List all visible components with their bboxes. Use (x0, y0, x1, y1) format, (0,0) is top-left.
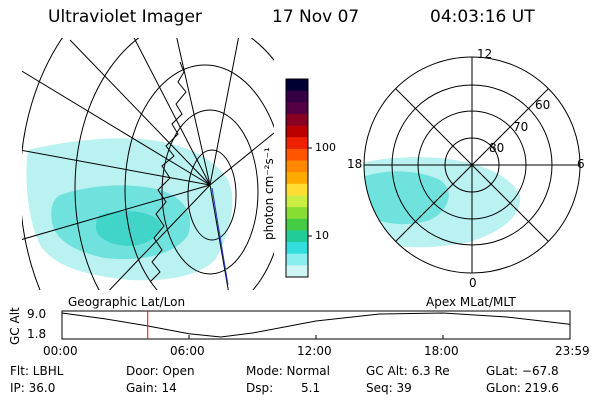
colorbar-segment (286, 230, 308, 243)
colorbar-segment (286, 265, 308, 278)
altitude-x-ticks (61, 335, 571, 339)
colorbar-segment (286, 79, 308, 92)
colorbar-unit-label: photon cm⁻²s⁻¹ (262, 147, 276, 240)
right-map-caption: Apex MLat/MLT (426, 295, 516, 309)
polar-mlat-60: 60 (535, 98, 551, 112)
altitude-xtick-1800: 18:00 (424, 344, 459, 358)
polar-grid (363, 56, 581, 274)
info-glat: GLat: −67.8 (486, 364, 559, 378)
colorbar-segment (286, 102, 308, 115)
altitude-plot (61, 310, 571, 340)
polar-mlt-18: 18 (347, 157, 363, 171)
spin-axis-line (211, 187, 229, 286)
latitude-circles (22, 38, 274, 290)
altitude-ylabel: GC Alt (8, 307, 22, 345)
instrument-title: Ultraviolet Imager (48, 7, 202, 27)
colorbar-segment (286, 125, 308, 138)
polar-mlt-12: 12 (477, 47, 493, 61)
altitude-curve (61, 312, 570, 338)
colorbar-segment (286, 148, 308, 162)
colorbar-segment (286, 137, 308, 150)
altitude-ytick-max: 9.0 (27, 307, 47, 321)
colorbar-segment (286, 172, 308, 185)
altitude-xtick-0000: 00:00 (43, 344, 78, 358)
colorbar-label-10: 10 (315, 229, 329, 242)
meridian-lines (22, 38, 274, 290)
altitude-ytick-min: 1.8 (27, 327, 47, 341)
colorbar-segments (286, 79, 308, 278)
info-gc-alt: GC Alt: 6.3 Re (366, 364, 450, 378)
colorbar-segment (286, 183, 308, 196)
polar-plot (363, 56, 581, 274)
info-ip: IP: 36.0 (10, 381, 56, 395)
info-flt: Flt: LBHL (10, 364, 64, 378)
aurora-emission-polar-core (364, 171, 449, 225)
colorbar-frame (285, 78, 309, 278)
colorbar-segment (286, 242, 308, 255)
colorbar-segment (286, 160, 308, 173)
time-label: 04:03:16 UT (430, 7, 535, 27)
info-dsp-label: Dsp: (246, 381, 274, 395)
geographic-map-body (22, 38, 274, 290)
info-seq: Seq: 39 (366, 381, 412, 395)
polar-mlat-80: 80 (489, 141, 505, 155)
colorbar-segment (286, 113, 308, 127)
info-glon: GLon: 219.6 (486, 381, 559, 395)
colorbar-segment (286, 90, 308, 103)
altitude-xtick-1200: 12:00 (297, 344, 332, 358)
altitude-xtick-2359: 23:59 (555, 344, 590, 358)
altitude-plot-frame (61, 310, 571, 340)
info-gain: Gain: 14 (126, 381, 177, 395)
colorbar-segment (286, 253, 308, 266)
left-map-caption: Geographic Lat/Lon (68, 295, 186, 309)
polar-mlat-70: 70 (513, 120, 529, 134)
colorbar-segment (286, 195, 308, 208)
info-door: Door: Open (126, 364, 195, 378)
colorbar (285, 78, 312, 278)
colorbar-segment (286, 218, 308, 231)
colorbar-label-100: 100 (315, 141, 336, 154)
polar-mlt-6: 6 (577, 157, 585, 171)
info-dsp-value: 5.1 (301, 381, 321, 395)
info-mode: Mode: Normal (246, 364, 330, 378)
altitude-xtick-0600: 06:00 (170, 344, 205, 358)
colorbar-segment (286, 207, 308, 220)
polar-mlt-0: 0 (469, 276, 477, 290)
coastline (149, 61, 187, 283)
date-label: 17 Nov 07 (272, 7, 360, 27)
